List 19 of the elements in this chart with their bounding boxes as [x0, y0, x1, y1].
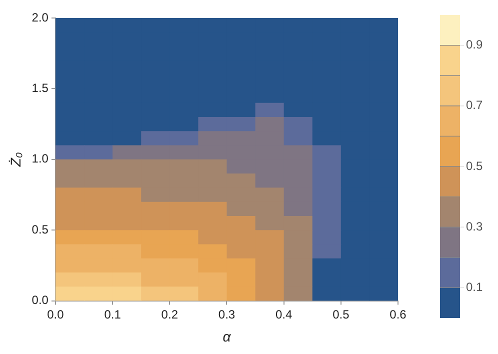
x-tick-label: 0.6: [390, 307, 407, 322]
y-tick-label: 0.0: [32, 293, 49, 308]
x-tick-label: 0.1: [104, 307, 122, 322]
color-bar-label: 0.1: [466, 280, 484, 294]
x-tick-label: 0.0: [47, 307, 64, 322]
x-tick-label: 0.2: [161, 307, 178, 322]
color-bar-label: 0.5: [466, 158, 484, 173]
color-bar-label: 0.3: [466, 219, 484, 234]
y-tick-label: 2.0: [32, 10, 49, 24]
x-tick-label: 0.4: [275, 307, 292, 322]
x-tick-label: 0.5: [332, 307, 350, 322]
y-tick-label: 1.5: [32, 81, 49, 96]
color-bar-label: 0.9: [466, 38, 484, 52]
y-axis-title: Ż₀: [7, 152, 24, 168]
color-bar-label: 0.7: [466, 98, 484, 112]
x-axis-title: α: [222, 328, 232, 344]
x-tick-label: 0.3: [218, 307, 236, 322]
y-tick-label: 1.0: [32, 152, 49, 166]
y-tick-label: 0.5: [32, 222, 49, 236]
